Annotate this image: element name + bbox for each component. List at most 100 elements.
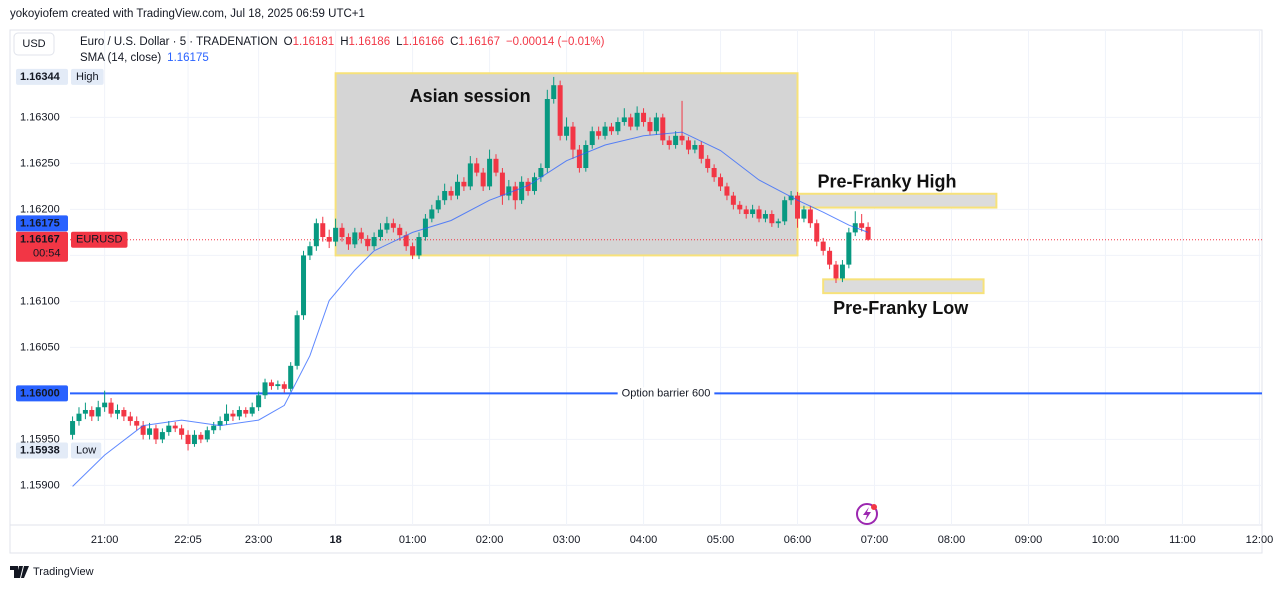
price-label-box: [16, 231, 68, 262]
candle-body: [801, 209, 807, 219]
candle-body: [416, 237, 422, 256]
symbol: Euro / U.S. Dollar · 5 · TRADENATION: [80, 36, 278, 48]
price-label-tag: High: [76, 71, 99, 83]
price-label-box: [16, 442, 68, 459]
candle-body: [480, 172, 486, 187]
candle-body: [525, 181, 531, 192]
candle-body: [628, 117, 634, 127]
ohlc-key: L: [396, 36, 403, 48]
candle-body: [711, 168, 717, 178]
candle-body: [782, 200, 788, 222]
candle-body: [179, 428, 185, 435]
candle-body: [827, 250, 833, 265]
annotation: Pre-Franky High: [818, 172, 957, 192]
candle-body: [820, 241, 826, 251]
candle-body: [262, 382, 268, 396]
candle-body: [82, 409, 88, 414]
candle-body: [544, 99, 550, 169]
x-tick-label: 11:00: [1169, 534, 1196, 546]
candle-body: [294, 315, 300, 366]
candle-body: [769, 214, 775, 224]
ohlc-value: 1.16181: [293, 36, 335, 48]
candle-body: [634, 112, 640, 127]
candle-body: [814, 223, 820, 242]
candle-body: [429, 209, 435, 219]
candle-body: [378, 229, 384, 238]
price-label-tag-box: [71, 442, 102, 459]
candle-body: [358, 232, 364, 239]
candle-body: [589, 131, 595, 146]
ohlc-value: 1.16167: [458, 36, 500, 48]
candle-body: [352, 232, 358, 245]
candle-body: [345, 237, 351, 245]
candle-body: [307, 246, 313, 256]
candle-body: [615, 122, 621, 132]
candle-body: [795, 195, 801, 219]
candle-body: [159, 432, 165, 440]
candle-body: [140, 425, 146, 435]
candle-body: [531, 177, 537, 192]
candle-body: [685, 140, 691, 150]
candle-body: [730, 195, 736, 205]
x-tick-label: 18: [329, 534, 341, 546]
candle-body: [673, 135, 679, 146]
tv-logo: [10, 566, 29, 578]
ohlc-value: 1.16166: [403, 36, 445, 48]
candle-body: [788, 195, 794, 201]
candle-body: [211, 425, 217, 431]
session-box: [796, 192, 998, 209]
y-tick-label: 1.16050: [20, 341, 60, 353]
alert-dot: [871, 504, 877, 510]
candle-body: [313, 223, 319, 247]
candle-body: [281, 384, 287, 389]
currency-button[interactable]: [13, 32, 55, 56]
candle-body: [564, 126, 570, 136]
barrier-price-box: [16, 385, 68, 402]
candle-body: [288, 365, 294, 389]
candle-body: [737, 204, 743, 210]
candle-body: [859, 223, 865, 228]
y-tick-label: 1.15950: [20, 433, 60, 445]
candle-body: [512, 186, 518, 201]
sma-name: SMA (14, close): [80, 52, 161, 64]
candle-body: [506, 186, 512, 196]
currency[interactable]: USD: [22, 38, 45, 50]
x-tick-label: 07:00: [861, 534, 889, 546]
x-tick-label: 12:00: [1246, 534, 1273, 546]
candle-body: [493, 158, 499, 173]
candle-body: [653, 117, 659, 132]
x-tick-label: 09:00: [1015, 534, 1043, 546]
session-box: [334, 72, 799, 257]
candle-body: [243, 409, 249, 414]
candle-body: [454, 181, 460, 196]
candle-body: [596, 131, 602, 136]
candle-body: [249, 407, 255, 414]
candle-body: [198, 434, 204, 440]
candle-body: [121, 409, 127, 417]
candle-body: [641, 112, 647, 123]
x-tick-label: 08:00: [938, 534, 966, 546]
candle-body: [461, 181, 467, 187]
x-tick-label: 02:00: [476, 534, 504, 546]
candle-body: [224, 413, 230, 422]
candle-body: [76, 413, 82, 422]
candle-body: [185, 434, 191, 445]
candle-body: [191, 434, 197, 445]
candle-body: [762, 214, 768, 219]
candle-body: [705, 158, 711, 169]
price-label-tag-box: [71, 68, 104, 85]
ohlc-key: H: [340, 36, 348, 48]
ohlc-key: O: [284, 36, 293, 48]
candle-body: [750, 209, 756, 215]
x-tick-label: 22:05: [174, 534, 202, 546]
sma-value: 1.16175: [167, 52, 209, 64]
candle-body: [127, 416, 133, 422]
candle-body: [301, 255, 307, 316]
candle-body: [365, 238, 371, 247]
countdown: 00:54: [33, 248, 61, 260]
candle-body: [621, 117, 627, 123]
candle-body: [102, 402, 108, 408]
price-label-tag: EURUSD: [76, 234, 123, 246]
candle-body: [230, 413, 236, 417]
candle-body: [147, 428, 153, 435]
